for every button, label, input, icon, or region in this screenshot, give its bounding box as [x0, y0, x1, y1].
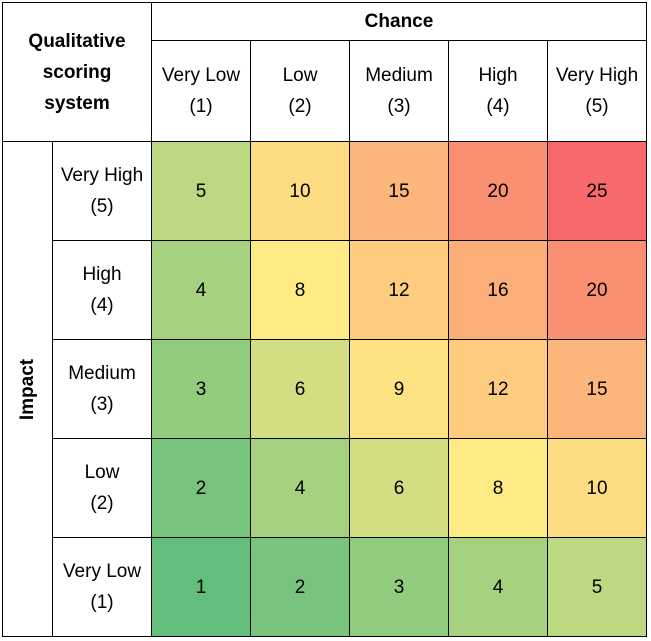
label-stack: Very Low (1): [63, 556, 141, 618]
row-label: Very Low (1): [52, 537, 152, 637]
label-stack: Low (2): [85, 457, 120, 519]
score: 12: [487, 378, 509, 400]
score-cell: 5: [547, 537, 647, 637]
label-name: Very High: [555, 65, 639, 86]
row-header-text: Impact: [17, 358, 38, 420]
score-cell: 8: [250, 240, 350, 340]
column-header: Chance: [151, 2, 647, 41]
score-cell: 25: [547, 141, 647, 241]
score-cell: 8: [448, 438, 548, 538]
score: 4: [492, 576, 504, 598]
score: 15: [586, 378, 608, 400]
score-cell: 20: [448, 141, 548, 241]
label-name: High: [82, 264, 122, 285]
score-cell: 15: [547, 339, 647, 439]
label-stack: Medium (3): [68, 358, 136, 420]
label-stack: High (4): [478, 60, 517, 122]
label-stack: Very High (5): [556, 60, 638, 122]
score: 4: [195, 279, 207, 301]
label-score: (5): [90, 196, 114, 217]
score: 6: [393, 477, 405, 499]
label-stack: Low (2): [283, 60, 318, 122]
label-stack: Very High (5): [61, 160, 143, 222]
score-cell: 3: [349, 537, 449, 637]
score: 10: [289, 180, 311, 202]
score-cell: 9: [349, 339, 449, 439]
row-label: Medium (3): [52, 339, 152, 439]
score-cell: 10: [547, 438, 647, 538]
score: 8: [294, 279, 306, 301]
label-stack: High (4): [82, 259, 121, 321]
label-name: Very Low: [161, 65, 241, 86]
score: 20: [487, 180, 509, 202]
label-score: (2): [90, 493, 114, 514]
row-label: Very High (5): [52, 141, 152, 241]
label-score: (3): [387, 96, 411, 117]
score-cell: 15: [349, 141, 449, 241]
score-cell: 16: [448, 240, 548, 340]
score: 2: [195, 477, 207, 499]
score-cell: 5: [151, 141, 251, 241]
score: 15: [388, 180, 410, 202]
score: 6: [294, 378, 306, 400]
label-score: (2): [288, 96, 312, 117]
label-name: Medium: [68, 363, 136, 384]
label-score: (4): [90, 295, 114, 316]
score: 9: [393, 378, 405, 400]
column-label: Medium (3): [349, 40, 449, 142]
label-score: (5): [585, 96, 609, 117]
row-label: Low (2): [52, 438, 152, 538]
score: 16: [487, 279, 509, 301]
score-cell: 2: [250, 537, 350, 637]
score-cell: 1: [151, 537, 251, 637]
score: 3: [393, 576, 405, 598]
title: Qualitative scoring system: [28, 30, 126, 114]
score: 5: [591, 576, 603, 598]
score-cell: 4: [151, 240, 251, 340]
label-score: (1): [90, 592, 114, 613]
score: 2: [294, 576, 306, 598]
score-cell: 12: [349, 240, 449, 340]
column-label: Very High (5): [547, 40, 647, 142]
score-cell: 2: [151, 438, 251, 538]
column-label: Low (2): [250, 40, 350, 142]
label-stack: Very Low (1): [162, 60, 240, 122]
score-cell: 4: [250, 438, 350, 538]
label-name: Medium: [365, 65, 433, 86]
score: 8: [492, 477, 504, 499]
score: 4: [294, 477, 306, 499]
score-cell: 4: [448, 537, 548, 637]
score-cell: 12: [448, 339, 548, 439]
label-name: High: [478, 65, 518, 86]
score: 20: [586, 279, 608, 301]
score-cell: 6: [250, 339, 350, 439]
label-score: (4): [486, 96, 510, 117]
score: 1: [195, 576, 207, 598]
row-header: Impact: [2, 141, 53, 637]
score: 3: [195, 378, 207, 400]
label-score: (1): [189, 96, 213, 117]
label-name: Low: [84, 462, 120, 483]
title-cell: Qualitative scoring system: [2, 2, 152, 142]
score-cell: 3: [151, 339, 251, 439]
score: 25: [586, 180, 608, 202]
column-label: High (4): [448, 40, 548, 142]
score-cell: 6: [349, 438, 449, 538]
score-cell: 20: [547, 240, 647, 340]
score: 10: [586, 477, 608, 499]
column-label: Very Low (1): [151, 40, 251, 142]
row-label: High (4): [52, 240, 152, 340]
label-name: Very High: [60, 165, 144, 186]
label-name: Very Low: [62, 561, 142, 582]
label-stack: Medium (3): [365, 60, 433, 122]
score-cell: 10: [250, 141, 350, 241]
label-score: (3): [90, 394, 114, 415]
score: 5: [195, 180, 207, 202]
column-header-text: Chance: [364, 11, 434, 32]
score: 12: [388, 279, 410, 301]
label-name: Low: [282, 65, 318, 86]
